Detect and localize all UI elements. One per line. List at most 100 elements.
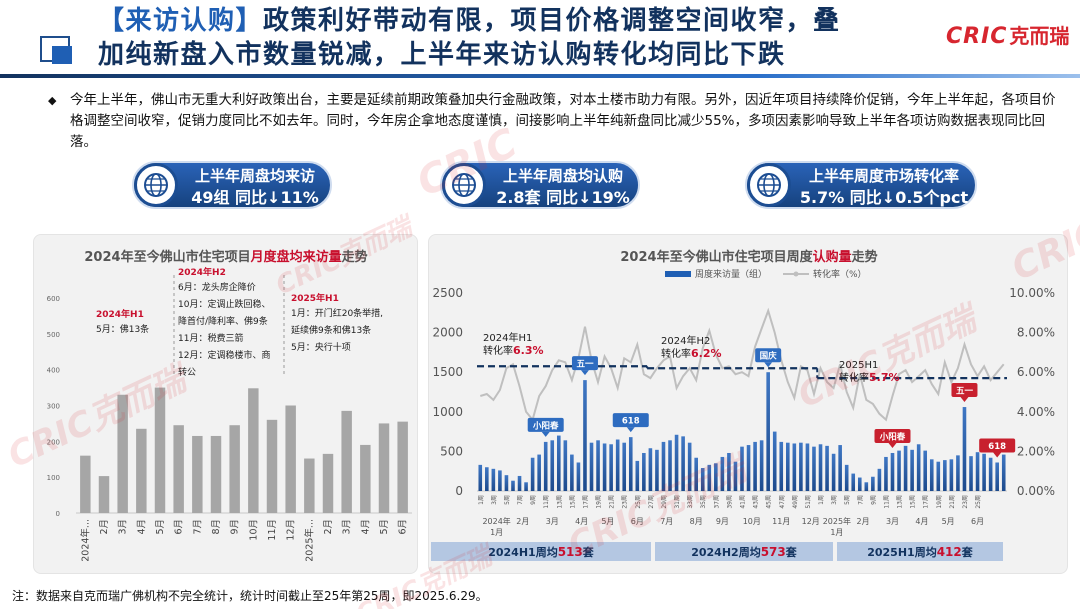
annotation-line: 5月：佛13条 — [96, 323, 149, 335]
annotation-title: 2024年H2 — [178, 266, 226, 278]
bar — [746, 445, 751, 491]
globe-icon — [747, 163, 791, 207]
chart-title: 2024年至今佛山市住宅项目周度认购量走势 — [620, 249, 877, 265]
event-flag — [979, 438, 1016, 453]
event-flag — [951, 383, 978, 398]
bar — [635, 460, 640, 491]
annotation-line: 5月：央行十项 — [291, 341, 351, 353]
bar — [491, 468, 496, 491]
x-tick-label: 11月 — [267, 519, 278, 541]
bar — [766, 372, 770, 491]
bar — [117, 394, 128, 513]
bar — [524, 482, 528, 491]
bar — [707, 464, 712, 491]
bar — [897, 450, 901, 491]
bar — [753, 441, 757, 491]
month-label: 8月 — [690, 517, 703, 526]
bar — [805, 443, 810, 491]
globe-icon — [442, 163, 486, 207]
week-tick-label: 31周 — [674, 495, 681, 509]
x-tick-label: 2月 — [323, 519, 334, 535]
bar — [956, 455, 960, 491]
y-tick-label: 300 — [47, 403, 60, 411]
bar — [322, 453, 334, 513]
bar — [266, 419, 278, 513]
bar — [304, 458, 315, 513]
event-flag-pointer — [626, 427, 635, 433]
y-tick-label: 500 — [47, 331, 60, 339]
annotation-line: 12月：定调稳楼市、商 — [178, 349, 270, 361]
month-label: 2025年 — [823, 516, 851, 526]
week-tick-label: 7周 — [517, 495, 524, 505]
event-flag-label: 五一 — [956, 387, 974, 397]
bar — [890, 452, 895, 491]
x-tick-label: 6月 — [398, 519, 409, 535]
x-tick-label: 3月 — [342, 519, 353, 535]
bar — [378, 423, 390, 513]
bar — [563, 440, 568, 491]
bar — [622, 442, 627, 491]
annotation-line: 1月：开门红20条举措, — [291, 307, 383, 319]
event-flag-label: 618 — [988, 442, 1006, 452]
bar — [831, 453, 836, 491]
kpi-label: 上半年周盘均来访 — [194, 167, 315, 185]
bar — [877, 468, 882, 491]
month-label: 11月 — [772, 517, 790, 526]
legend-marker — [793, 271, 799, 277]
bar — [674, 434, 679, 491]
week-tick-label: 35周 — [700, 495, 707, 509]
bar — [857, 477, 862, 491]
bar — [825, 445, 829, 491]
month-label: 5月 — [942, 517, 955, 526]
week-tick-label: 23周 — [622, 495, 629, 509]
x-tick-label: 2024年... — [79, 519, 91, 562]
bar — [609, 444, 613, 491]
x-tick-label: 7月 — [192, 519, 203, 535]
source-footnote: 注：数据来自克而瑞广佛机构不完全统计，统计时间截止至25年第25周，即2025.… — [12, 589, 488, 603]
bar — [229, 425, 240, 513]
week-tick-label: 39周 — [726, 495, 733, 509]
week-tick-label: 3周 — [491, 495, 498, 505]
bar — [929, 459, 934, 491]
bar — [642, 452, 646, 491]
x-tick-label: 5月 — [155, 519, 166, 535]
bar — [648, 448, 653, 491]
monthly-visits-chart: 2024年至今佛山市住宅项目月度盘均来访量走势 0 100 200 300 400 500 6… — [47, 249, 412, 562]
week-tick-label: 5周 — [504, 495, 511, 505]
kpi-label: 上半年周盘均认购 — [502, 167, 623, 185]
legend-swatch-bar — [665, 271, 691, 277]
week-tick-label: 27周 — [648, 495, 655, 509]
y-tick-label: 400 — [47, 367, 60, 375]
y-left-tick: 2000 — [432, 326, 463, 340]
x-tick-label: 5月 — [379, 519, 390, 535]
week-tick-label: 25周 — [975, 495, 982, 509]
bar — [844, 464, 849, 491]
kpi-value: 2.8套 同比↓19% — [496, 188, 630, 207]
bar — [995, 462, 999, 491]
x-tick-label: 4月 — [136, 519, 147, 535]
period-summary-label: 2024H1周均513套 — [488, 545, 595, 559]
week-tick-label: 33周 — [687, 495, 694, 509]
average-rate-label: 转化率6.2% — [661, 347, 722, 360]
y-right-tick: 8.00% — [1017, 326, 1055, 340]
cric-logo: CRIC 克而瑞 — [946, 24, 1070, 49]
legend-label: 转化率（%） — [813, 268, 867, 280]
average-rate-label: 转化率6.3% — [483, 344, 544, 357]
x-tick-label: 2025年... — [303, 519, 315, 562]
month-label: 9月 — [716, 517, 729, 526]
event-flag — [755, 348, 782, 363]
week-tick-label: 23周 — [962, 495, 969, 509]
y-left-tick: 2500 — [432, 286, 463, 300]
bar — [615, 439, 620, 491]
bar — [700, 468, 705, 491]
bar — [98, 476, 110, 513]
bar — [903, 445, 908, 491]
event-flag-label: 小阳春 — [532, 420, 559, 431]
month-label: 10月 — [743, 517, 761, 526]
weekly-subscription-panel: 2024年至今佛山市住宅项目周度认购量走势 周度来访量（组） 转化率（%） 0 500 1… — [428, 234, 1068, 574]
event-flag-pointer — [993, 452, 1002, 458]
week-tick-label: 21周 — [609, 495, 616, 509]
x-tick-label: 9月 — [230, 519, 241, 535]
bar — [812, 446, 816, 491]
bar — [988, 457, 993, 491]
